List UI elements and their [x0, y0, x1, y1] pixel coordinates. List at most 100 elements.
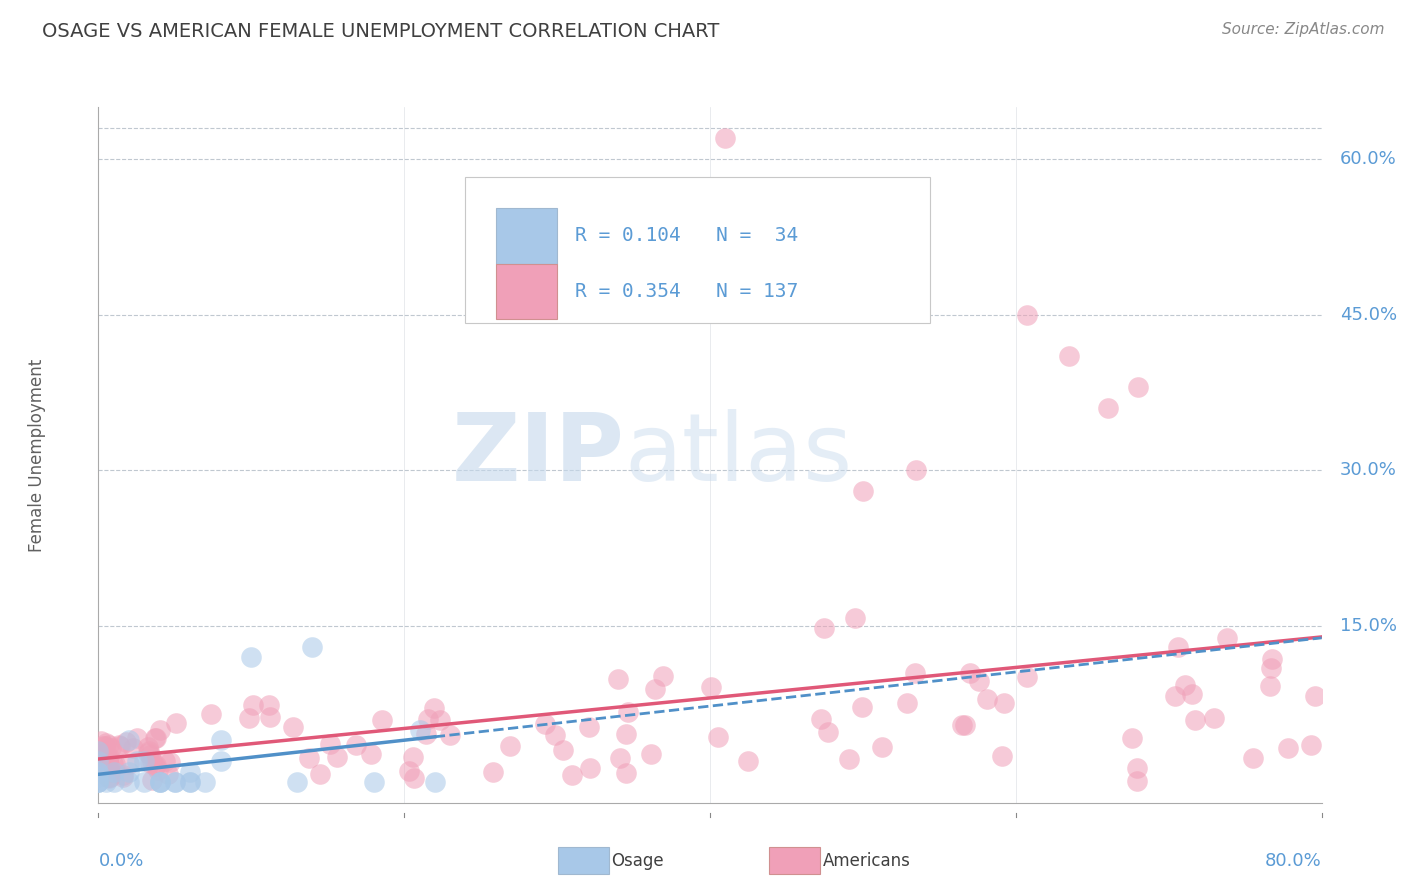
Point: [122, 740, 145, 755]
Point: [91, 757, 114, 772]
Point: [905, 463, 928, 477]
Point: [89, 757, 111, 772]
Point: [1164, 689, 1187, 703]
Point: [363, 775, 385, 789]
Point: [156, 767, 179, 781]
Point: [87, 764, 110, 779]
Point: [482, 765, 505, 780]
Point: [614, 726, 637, 740]
Point: [991, 748, 1014, 763]
Point: [1258, 679, 1281, 693]
FancyBboxPatch shape: [496, 264, 557, 319]
Point: [499, 739, 522, 753]
Point: [93, 754, 115, 768]
Point: [90, 734, 112, 748]
Point: [134, 775, 156, 789]
Point: [561, 768, 583, 782]
Point: [707, 730, 730, 744]
Point: [534, 717, 557, 731]
Point: [97, 752, 120, 766]
Point: [87, 744, 110, 758]
Point: [91, 739, 114, 753]
Text: Osage: Osage: [612, 852, 664, 870]
Point: [155, 755, 177, 769]
Point: [955, 718, 977, 732]
Point: [94, 762, 117, 776]
Point: [103, 757, 125, 772]
Point: [301, 640, 323, 654]
Text: ZIP: ZIP: [451, 409, 624, 501]
Point: [606, 673, 628, 687]
Point: [100, 740, 122, 755]
Point: [240, 650, 263, 665]
Point: [614, 765, 637, 780]
Point: [326, 750, 349, 764]
Point: [1204, 711, 1226, 725]
Point: [967, 674, 990, 689]
Point: [87, 754, 110, 768]
Point: [200, 707, 222, 722]
Point: [112, 768, 135, 782]
Point: [737, 754, 759, 768]
Text: Source: ZipAtlas.com: Source: ZipAtlas.com: [1222, 22, 1385, 37]
Point: [136, 740, 159, 755]
Point: [544, 728, 567, 742]
Point: [950, 717, 973, 731]
Point: [94, 736, 117, 750]
Point: [94, 775, 117, 789]
Point: [398, 764, 420, 779]
Text: 30.0%: 30.0%: [1340, 461, 1398, 480]
Point: [810, 712, 832, 726]
Point: [617, 706, 640, 720]
Point: [415, 727, 437, 741]
Point: [127, 731, 149, 745]
Point: [87, 764, 110, 779]
Point: [179, 775, 201, 789]
Point: [114, 735, 136, 749]
Text: OSAGE VS AMERICAN FEMALE UNEMPLOYMENT CORRELATION CHART: OSAGE VS AMERICAN FEMALE UNEMPLOYMENT CO…: [42, 22, 720, 41]
Point: [1121, 731, 1143, 745]
Point: [163, 775, 186, 789]
Point: [107, 739, 129, 753]
Point: [163, 775, 186, 789]
Point: [418, 713, 440, 727]
Point: [1260, 661, 1282, 675]
Text: 60.0%: 60.0%: [1340, 150, 1396, 168]
Point: [1126, 761, 1149, 775]
Text: 15.0%: 15.0%: [1340, 617, 1398, 635]
Point: [652, 669, 675, 683]
Point: [96, 754, 118, 768]
Point: [1277, 741, 1299, 756]
Point: [579, 761, 602, 775]
Point: [257, 698, 280, 712]
Point: [97, 738, 120, 752]
Point: [1128, 380, 1150, 394]
Point: [309, 767, 332, 781]
Point: [1181, 687, 1204, 701]
Point: [976, 692, 998, 706]
Point: [408, 723, 430, 738]
Point: [139, 748, 162, 763]
Point: [370, 713, 392, 727]
Point: [993, 696, 1015, 710]
Point: [1174, 678, 1197, 692]
Point: [578, 720, 600, 734]
Point: [98, 757, 121, 772]
Point: [98, 764, 121, 779]
Point: [852, 484, 875, 499]
Text: Female Unemployment: Female Unemployment: [28, 359, 46, 551]
Point: [422, 701, 444, 715]
Point: [285, 775, 308, 789]
Point: [117, 756, 139, 771]
Point: [118, 764, 141, 779]
Point: [98, 770, 121, 784]
Point: [551, 742, 574, 756]
Point: [90, 757, 112, 772]
Point: [141, 754, 163, 768]
Point: [1241, 751, 1264, 765]
Point: [90, 755, 112, 769]
Point: [194, 775, 217, 789]
Point: [149, 775, 172, 789]
Point: [404, 771, 426, 785]
Point: [360, 747, 382, 761]
